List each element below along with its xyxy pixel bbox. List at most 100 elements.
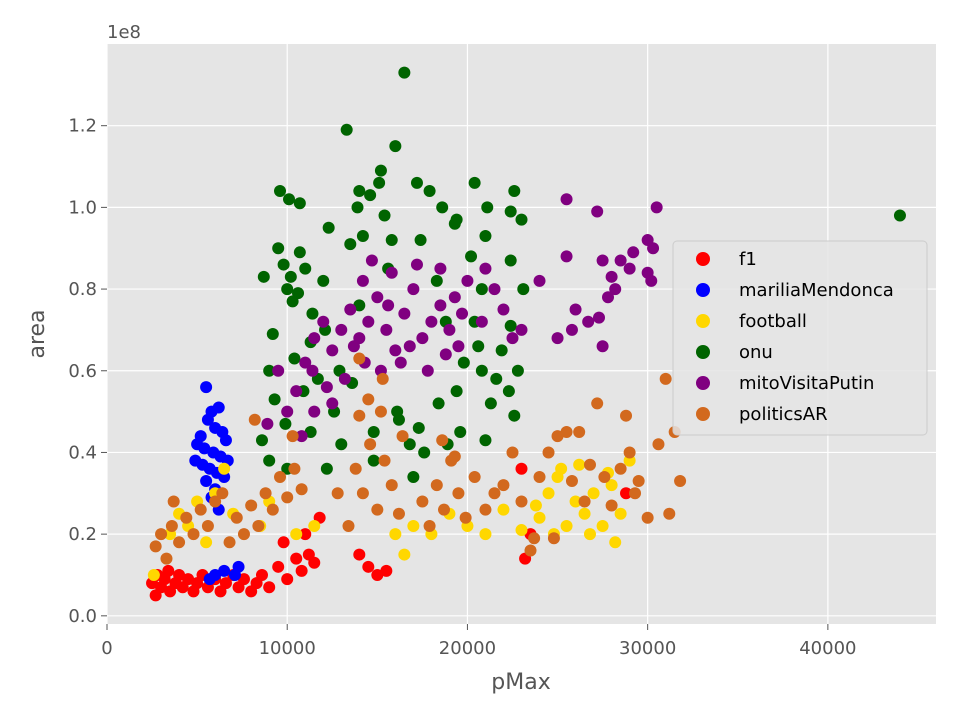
data-point [371,503,384,516]
data-point [365,254,378,267]
data-point [335,323,348,336]
data-point [456,307,469,320]
data-point [475,315,488,328]
data-point [162,564,175,577]
data-point [479,262,492,275]
data-point [515,213,528,226]
data-point [497,479,510,492]
data-point [461,274,474,287]
data-point [290,528,303,541]
data-point [274,185,287,198]
data-point [200,475,213,488]
data-point [587,487,600,500]
data-point [423,185,436,198]
data-point [495,344,508,357]
data-point [421,364,434,377]
data-point [614,254,627,267]
data-point [293,197,306,210]
data-point [201,519,214,532]
data-point [398,548,411,561]
data-point [529,499,542,512]
data-point [290,385,303,398]
data-point [335,438,348,451]
y-tick-label: 0.0 [68,606,97,627]
data-point [306,307,319,320]
data-point [201,413,214,426]
data-point [438,503,451,516]
data-point [344,303,357,316]
data-point [277,536,290,549]
data-point [308,556,321,569]
data-point [412,421,425,434]
data-point [479,229,492,242]
data-point [268,393,281,406]
data-point [295,483,308,496]
data-point [508,409,521,422]
data-point [403,340,416,353]
data-point [149,540,162,553]
data-point [259,487,272,500]
data-point [266,503,279,516]
data-point [515,495,528,508]
series-mitoVisitaPutin [261,193,663,443]
data-point [425,315,438,328]
data-point [407,283,420,296]
data-point [263,581,276,594]
data-point [573,426,586,439]
legend-marker-mitoVisitaPutin [696,376,710,390]
data-point [344,238,357,251]
data-point [380,323,393,336]
data-point [200,536,213,549]
data-point [414,234,427,247]
data-point [295,430,308,443]
data-point [263,454,276,467]
data-point [490,372,503,385]
data-point [533,274,546,287]
data-point [317,315,330,328]
data-point [356,487,369,500]
data-point [407,470,420,483]
data-point [182,573,195,586]
data-point [434,262,447,275]
y-axis-label: area [25,309,50,358]
data-point [893,209,906,222]
data-point [147,568,160,581]
data-point [353,299,366,312]
data-point [533,511,546,524]
data-point [342,519,355,532]
legend-label-mitoVisitaPutin: mitoVisitaPutin [739,373,874,394]
data-point [632,475,645,488]
data-point [396,430,409,443]
data-point [468,470,481,483]
data-point [223,536,236,549]
x-tick-label: 40000 [799,638,856,659]
data-point [263,364,276,377]
data-point [641,511,654,524]
data-point [149,589,162,602]
data-point [353,185,366,198]
y-offset-label: 1e8 [107,22,141,43]
data-point [488,487,501,500]
data-point [488,283,501,296]
data-point [326,397,339,410]
data-point [504,205,517,218]
data-point [598,470,611,483]
data-point [277,258,290,271]
data-point [281,405,294,418]
data-point [286,295,299,308]
data-point [517,283,530,296]
data-point [380,564,393,577]
data-point [448,217,461,230]
data-point [353,409,366,422]
data-points [146,66,906,602]
data-point [565,475,578,488]
legend-marker-politicsAR [696,407,710,421]
data-point [216,487,229,500]
data-point [650,201,663,214]
data-point [180,511,193,524]
data-point [407,519,420,532]
data-point [353,548,366,561]
data-point [410,258,423,271]
data-point [374,164,387,177]
data-point [299,262,312,275]
